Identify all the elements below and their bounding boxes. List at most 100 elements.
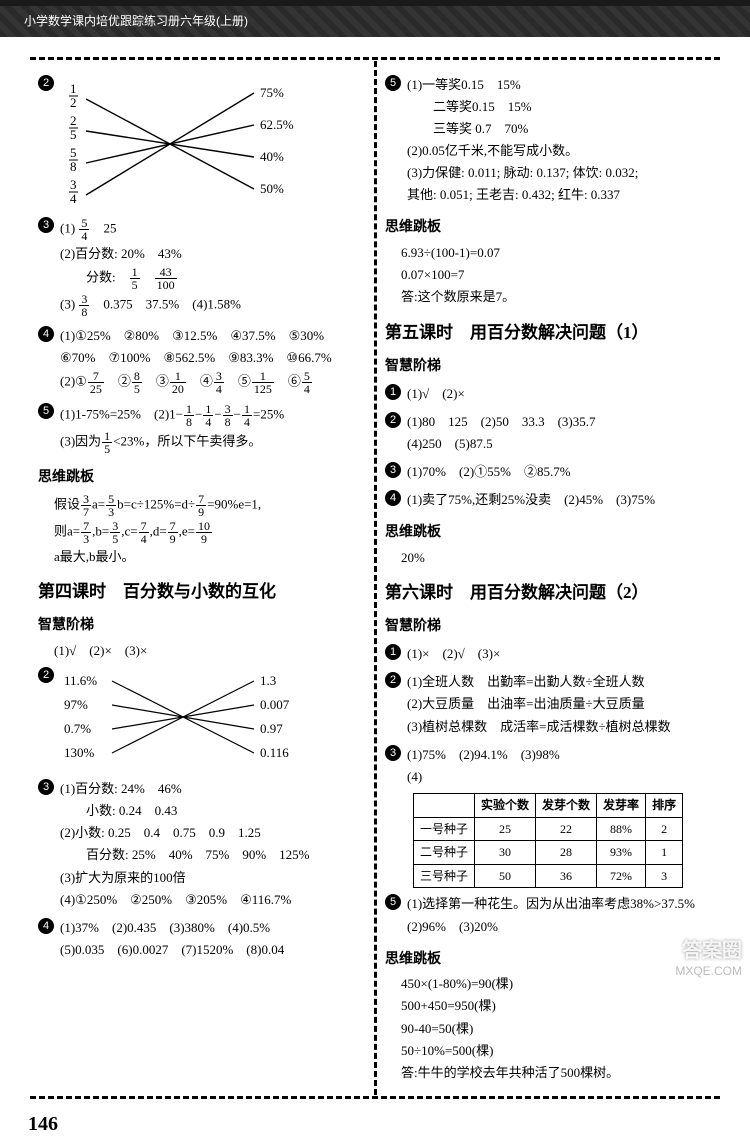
svg-text:0.97: 0.97 <box>260 721 283 736</box>
th1: 实验个数 <box>475 793 536 817</box>
s4q4l2: (5)0.035 (6)0.0027 (7)1520% (8)0.04 <box>60 940 365 960</box>
q5a: (1)1-75%=25% (2)1−18−14−38−14=25% <box>60 403 365 428</box>
num-badge-2r: 2 <box>385 412 401 428</box>
svg-text:0.7%: 0.7% <box>64 721 91 736</box>
sec6-sub: 智慧阶梯 <box>385 616 712 638</box>
svg-text:0.116: 0.116 <box>260 745 289 760</box>
num-badge-3r2: 3 <box>385 745 401 761</box>
s6q2: 2 (1)全班人数 出勤率=出勤人数÷全班人数 (2)大豆质量 出油率=出油质量… <box>385 670 712 738</box>
svg-text:3: 3 <box>70 177 77 192</box>
page-header: 小学数学课内培优跟踪练习册六年级(上册) <box>0 0 750 37</box>
num-badge-5r: 5 <box>385 75 401 91</box>
rq5l4: (2)0.05亿千米,不能写成小数。 <box>407 141 712 161</box>
svg-text:1: 1 <box>70 81 77 96</box>
swtb1-body: 6.93÷(100-1)=0.07 0.07×100=7 答:这个数原来是7。 <box>385 243 712 307</box>
content-frame: 2 12 25 58 34 75% 62.5% 40% 50% <box>28 61 722 1095</box>
s4q2: 2 11.6% 97% 0.7% 130% 1.3 0.007 0.97 0.1… <box>38 665 365 773</box>
svg-text:4: 4 <box>70 191 77 206</box>
s4q3l6: (4)①250% ②250% ③205% ④116.7% <box>60 890 365 910</box>
s5q4t: (1)卖了75%,还剩25%没卖 (2)45% (3)75% <box>407 490 712 510</box>
rq5l1: (1)一等奖0.15 15% <box>407 75 712 95</box>
swtb3l4: 50÷10%=500(棵) <box>401 1041 712 1061</box>
s4q1: (1)√ (2)× (3)× <box>38 641 365 661</box>
swtb1l3: 答:这个数原来是7。 <box>401 287 712 307</box>
swtb-l2: 则a=73,b=35,c=74,d=79,e=109 <box>54 520 365 545</box>
svg-text:8: 8 <box>70 159 77 174</box>
th0 <box>414 793 475 817</box>
swtb1-title: 思维跳板 <box>385 217 712 239</box>
table-head: 实验个数 发芽个数 发芽率 排序 <box>414 793 683 817</box>
swtb3-title: 思维跳板 <box>385 949 712 971</box>
s4q3l2: 小数: 0.24 0.43 <box>60 801 365 821</box>
s6q5l2: (2)96% (3)20% <box>407 917 712 937</box>
q4l1: (1)①25% ②80% ③12.5% ④37.5% ⑤30% <box>60 326 365 346</box>
rq5l5: (3)力保健: 0.011; 脉动: 0.137; 体饮: 0.032; <box>407 163 712 183</box>
border-bottom <box>30 1096 720 1099</box>
th2: 发芽个数 <box>536 793 597 817</box>
num-badge-4r: 4 <box>385 490 401 506</box>
q4l2: ⑥70% ⑦100% ⑧562.5% ⑨83.3% ⑩66.7% <box>60 348 365 368</box>
num-badge-2b: 2 <box>38 667 54 683</box>
th4: 排序 <box>646 793 683 817</box>
s6q3l2: (4) <box>407 767 712 787</box>
swtb-title-l: 思维跳板 <box>38 467 365 489</box>
rq5: 5 (1)一等奖0.15 15% 二等奖0.15 15% 三等奖 0.7 70%… <box>385 73 712 208</box>
s5q1: 1 (1)√ (2)× <box>385 382 712 406</box>
num-badge-3r: 3 <box>385 462 401 478</box>
swtb3l3: 90-40=50(棵) <box>401 1019 712 1039</box>
q2: 2 12 25 58 34 75% 62.5% 40% 50% <box>38 73 365 211</box>
swtb3l2: 500+450=950(棵) <box>401 996 712 1016</box>
s5q4: 4 (1)卖了75%,还剩25%没卖 (2)45% (3)75% <box>385 488 712 512</box>
num-badge-4b: 4 <box>38 918 54 934</box>
border-top <box>30 57 720 60</box>
s4q3l5: (3)扩大为原来的100倍 <box>60 868 365 888</box>
swtb2-body: 20% <box>385 548 712 568</box>
s6q5l1: (1)选择第一种花生。因为从出油率考虑38%>37.5% <box>407 894 712 914</box>
border-mid <box>374 61 377 1095</box>
swtb-body-l: 假设37a=53b=c÷125%=d÷79=90%e=1, 则a=73,b=35… <box>38 493 365 567</box>
rq5l3: 三等奖 0.7 70% <box>407 119 712 139</box>
svg-text:1.3: 1.3 <box>260 673 276 688</box>
s6q3l1: (1)75% (2)94.1% (3)98% <box>407 745 712 765</box>
pct-75: 75% <box>260 85 284 100</box>
svg-text:2: 2 <box>70 113 77 128</box>
s5q2l1: (1)80 125 (2)50 33.3 (3)35.7 <box>407 412 712 432</box>
pct-62: 62.5% <box>260 117 294 132</box>
header-title: 小学数学课内培优跟踪练习册六年级(上册) <box>24 14 248 28</box>
table-row: 三号种子 50 36 72% 3 <box>414 864 683 888</box>
q3c: (3) 38 0.375 37.5% (4)1.58% <box>60 293 365 318</box>
s6q2l3: (3)植树总棵数 成活率=成活棵数÷植树总棵数 <box>407 717 712 737</box>
num-badge-5: 5 <box>38 403 54 419</box>
q5c: (3)因为15<23%，所以下午卖得多。 <box>60 430 365 455</box>
sec6-title: 第六课时 用百分数解决问题（2） <box>385 580 712 606</box>
s5q2: 2 (1)80 125 (2)50 33.3 (3)35.7 (4)250 (5… <box>385 410 712 456</box>
s6q5: 5 (1)选择第一种花生。因为从出油率考虑38%>37.5% (2)96% (3… <box>385 892 712 938</box>
s4q4l1: (1)37% (2)0.435 (3)380% (4)0.5% <box>60 918 365 938</box>
swtb3-body: 450×(1-80%)=90(棵) 500+450=950(棵) 90-40=5… <box>385 974 712 1083</box>
q5: 5 (1)1-75%=25% (2)1−18−14−38−14=25% (3)因… <box>38 401 365 457</box>
left-column: 2 12 25 58 34 75% 62.5% 40% 50% <box>28 61 375 1095</box>
s4q3: 3 (1)百分数: 24% 46% 小数: 0.24 0.43 (2)小数: 0… <box>38 777 365 912</box>
swtb1l1: 6.93÷(100-1)=0.07 <box>401 243 712 263</box>
num-badge-5r2: 5 <box>385 894 401 910</box>
svg-text:0.007: 0.007 <box>260 697 290 712</box>
s6q2l2: (2)大豆质量 出油率=出油质量÷大豆质量 <box>407 694 712 714</box>
num-badge-2r2: 2 <box>385 672 401 688</box>
rq5l2: 二等奖0.15 15% <box>407 97 712 117</box>
q3: 3 (1) 54 25 (2)百分数: 20% 43% 分数: 15 43100… <box>38 215 365 320</box>
s6q1t: (1)× (2)√ (3)× <box>407 644 712 664</box>
num-badge-1r: 1 <box>385 384 401 400</box>
sec4-sub: 智慧阶梯 <box>38 615 365 637</box>
q4: 4 (1)①25% ②80% ③12.5% ④37.5% ⑤30% ⑥70% ⑦… <box>38 324 365 397</box>
sec5-title: 第五课时 用百分数解决问题（1） <box>385 320 712 346</box>
th3: 发芽率 <box>597 793 646 817</box>
s5q1t: (1)√ (2)× <box>407 384 712 404</box>
s5q2l2: (4)250 (5)87.5 <box>407 434 712 454</box>
q3b2: 分数: 15 43100 <box>60 266 365 291</box>
sec5-sub: 智慧阶梯 <box>385 356 712 378</box>
table-row: 二号种子 30 28 93% 1 <box>414 841 683 865</box>
swtb3l5: 答:牛牛的学校去年共种活了500棵树。 <box>401 1063 712 1083</box>
match-diagram-2: 11.6% 97% 0.7% 130% 1.3 0.007 0.97 0.116 <box>60 669 320 769</box>
table-row: 一号种子 25 22 88% 2 <box>414 817 683 841</box>
match-diagram-1: 12 25 58 34 75% 62.5% 40% 50% <box>60 77 320 207</box>
